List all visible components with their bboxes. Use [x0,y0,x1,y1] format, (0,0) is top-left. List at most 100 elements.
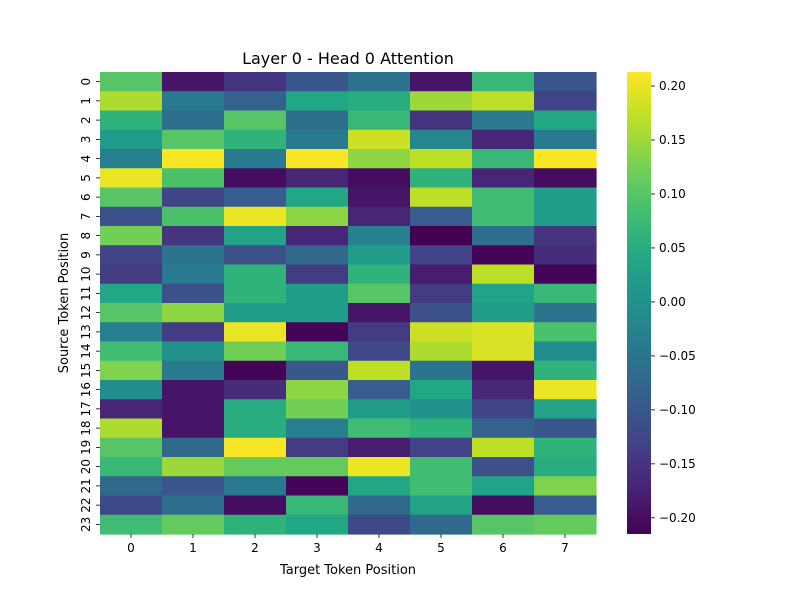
heatmap-cell [286,418,349,439]
heatmap-cell [410,457,473,477]
heatmap-cell [348,72,411,92]
heatmap-cell [410,206,473,227]
heatmap-cell [224,418,287,439]
y-tick-label: 6 [79,193,93,201]
heatmap-cell [162,341,225,362]
heatmap-cell [100,476,163,497]
heatmap-cell [100,399,163,420]
heatmap-cell [224,149,287,169]
heatmap-cell [472,514,535,535]
heatmap-cell [348,187,411,208]
heatmap-cell [286,303,349,323]
heatmap-cell [534,206,597,227]
x-tick-label: 4 [375,541,383,555]
heatmap-cell [224,129,287,150]
heatmap-cell [410,226,473,246]
heatmap-cell [348,245,411,266]
heatmap-cell [162,264,225,285]
heatmap-cell [286,360,349,381]
heatmap-cell [286,168,349,189]
heatmap-cell [534,129,597,150]
heatmap-cell [472,380,535,400]
heatmap-cell [100,129,163,150]
y-tick-label: 11 [79,286,93,301]
heatmap-cell [162,303,225,323]
heatmap-cell [534,399,597,420]
heatmap-cell [410,380,473,400]
heatmap-cell [100,149,163,169]
heatmap-cell [100,495,163,516]
heatmap-cell [534,283,597,304]
heatmap-cell [348,476,411,497]
heatmap-cell [348,264,411,285]
heatmap-cell [100,322,163,343]
heatmap-cell [224,72,287,92]
heatmap-cell [162,418,225,439]
colorbar-tick-label: −0.15 [659,457,696,471]
heatmap-cell [162,283,225,304]
heatmap-cell [100,437,163,458]
heatmap-cell [100,380,163,400]
heatmap-cell [348,129,411,150]
y-tick-label: 13 [79,324,93,339]
heatmap-cell [162,72,225,92]
colorbar-tick-label: 0.20 [659,79,686,93]
heatmap-cell [534,322,597,343]
x-tick-label: 0 [127,541,135,555]
heatmap-cell [472,283,535,304]
heatmap-cell [534,418,597,439]
heatmap-cell [286,226,349,246]
y-tick-label: 20 [79,459,93,474]
heatmap-cell [534,264,597,285]
heatmap-cell [162,226,225,246]
colorbar-tick-label: 0.05 [659,241,686,255]
colorbar-ticks: −0.20 −0.15 −0.10 −0.05 0.00 0.05 0.10 0.15 0.20 [651,79,696,525]
heatmap-cell [410,360,473,381]
heatmap-cell [534,437,597,458]
heatmap-cell [162,457,225,477]
heatmap-cell [224,245,287,266]
heatmap-cell [472,149,535,169]
heatmap-cell [286,72,349,92]
heatmap-cell [162,495,225,516]
heatmap-cell [348,495,411,516]
heatmap-cell [100,418,163,439]
heatmap-cell [162,360,225,381]
heatmap-cell [100,457,163,477]
heatmap-cell [100,110,163,131]
chart-title: Layer 0 - Head 0 Attention [242,49,454,68]
heatmap-cell [410,476,473,497]
colorbar-tick-label: 0.00 [659,295,686,309]
heatmap-cell [286,457,349,477]
heatmap-cell [534,149,597,169]
y-tick-label: 3 [79,136,93,144]
heatmap-cell [410,129,473,150]
heatmap-cell [410,283,473,304]
y-tick-label: 12 [79,305,93,320]
heatmap-cell [534,72,597,92]
heatmap-cell [534,380,597,400]
heatmap-cell [162,168,225,189]
heatmap-cell [472,495,535,516]
y-tick-label: 23 [79,517,93,532]
colorbar-tick-label: 0.10 [659,187,686,201]
heatmap-cell [286,495,349,516]
heatmap-cell [224,322,287,343]
heatmap-cell [100,264,163,285]
heatmap-cell [410,341,473,362]
x-tick-label: 2 [251,541,259,555]
y-tick-label: 19 [79,440,93,455]
heatmap-cell [348,457,411,477]
heatmap-cell [224,341,287,362]
heatmap-cell [224,437,287,458]
heatmap-cell [224,495,287,516]
heatmap-cells [100,72,597,535]
heatmap-cell [472,457,535,477]
heatmap-cell [348,226,411,246]
heatmap-cell [286,514,349,535]
heatmap-cell [534,495,597,516]
heatmap-cell [348,149,411,169]
heatmap-cell [224,91,287,112]
y-tick-label: 21 [79,478,93,493]
heatmap-cell [100,514,163,535]
